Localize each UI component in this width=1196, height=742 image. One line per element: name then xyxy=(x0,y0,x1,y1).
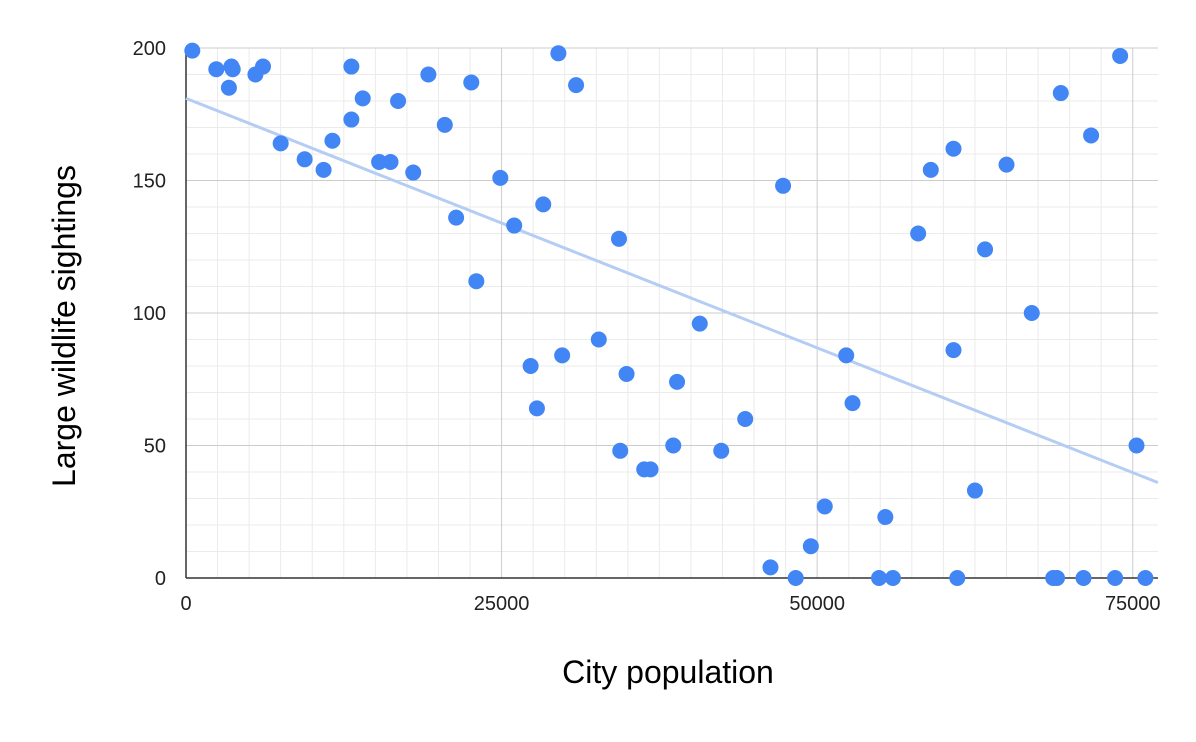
data-point xyxy=(343,111,360,128)
data-point xyxy=(844,395,861,412)
data-point xyxy=(877,509,894,526)
data-point xyxy=(945,140,962,157)
x-tick-label: 75000 xyxy=(1105,593,1161,615)
data-point xyxy=(922,161,939,178)
y-axis-title: Large wildlife sightings xyxy=(46,165,82,487)
data-point xyxy=(816,498,833,515)
data-point xyxy=(528,400,545,417)
data-point xyxy=(618,365,635,382)
data-point xyxy=(324,132,341,149)
y-axis-tick-labels: 0 50 100 150 200 xyxy=(133,38,166,590)
data-point xyxy=(468,273,485,290)
data-point xyxy=(713,442,730,459)
data-point xyxy=(390,93,407,109)
data-point xyxy=(554,347,571,364)
data-point xyxy=(977,241,994,258)
x-axis-tick-labels: 0 25000 50000 75000 xyxy=(180,593,1160,615)
data-point xyxy=(590,331,607,348)
data-point xyxy=(1112,47,1129,64)
data-point xyxy=(949,570,966,586)
data-point xyxy=(762,559,779,576)
data-point xyxy=(405,164,422,181)
data-point xyxy=(184,42,201,59)
data-point xyxy=(1128,437,1145,454)
data-point xyxy=(550,45,567,62)
x-axis-title: City population xyxy=(562,654,774,690)
data-point xyxy=(1023,305,1040,321)
data-point xyxy=(610,230,627,247)
data-point xyxy=(522,358,539,374)
data-point xyxy=(343,58,360,75)
axes xyxy=(185,48,1158,579)
data-point xyxy=(1052,85,1069,102)
y-tick-label: 200 xyxy=(133,38,166,60)
x-tick-label: 50000 xyxy=(789,593,845,615)
data-point xyxy=(224,61,241,78)
data-point xyxy=(315,161,332,178)
data-point xyxy=(506,217,523,234)
data-point xyxy=(775,177,792,194)
data-point xyxy=(220,79,237,96)
data-point xyxy=(665,437,682,454)
y-tick-label: 150 xyxy=(133,171,166,193)
data-point xyxy=(1049,570,1066,586)
data-point xyxy=(354,90,371,107)
data-point xyxy=(448,209,465,226)
y-tick-label: 50 xyxy=(144,436,166,458)
trendline-layer xyxy=(185,96,1159,484)
data-point xyxy=(998,156,1015,173)
data-point xyxy=(382,153,399,170)
data-point xyxy=(1083,127,1100,144)
data-point xyxy=(371,153,388,170)
data-point xyxy=(802,538,819,555)
data-point xyxy=(1075,570,1092,586)
data-point xyxy=(208,61,225,78)
data-point xyxy=(463,74,480,91)
data-point xyxy=(669,373,686,390)
data-point xyxy=(568,77,585,94)
data-point xyxy=(1137,570,1154,586)
data-point xyxy=(436,116,453,133)
data-point xyxy=(966,482,983,499)
data-point xyxy=(272,135,289,152)
data-point xyxy=(910,225,927,242)
data-point xyxy=(737,411,754,427)
data-point xyxy=(787,570,804,586)
trendline xyxy=(185,96,1159,484)
data-point xyxy=(255,58,272,75)
x-tick-label: 0 xyxy=(180,593,191,615)
data-point xyxy=(612,442,629,459)
x-tick-label: 25000 xyxy=(474,593,530,615)
data-point xyxy=(945,342,962,359)
data-points xyxy=(184,42,1154,586)
data-point xyxy=(642,461,659,478)
data-point xyxy=(871,570,888,586)
data-point xyxy=(535,196,552,213)
y-tick-label: 0 xyxy=(155,568,166,590)
data-point xyxy=(420,66,437,83)
data-point xyxy=(838,347,855,364)
y-tick-label: 100 xyxy=(133,303,166,325)
data-point xyxy=(492,169,509,186)
data-point xyxy=(1107,570,1124,586)
data-point xyxy=(884,570,901,586)
data-point xyxy=(691,315,708,332)
data-point xyxy=(296,151,313,168)
